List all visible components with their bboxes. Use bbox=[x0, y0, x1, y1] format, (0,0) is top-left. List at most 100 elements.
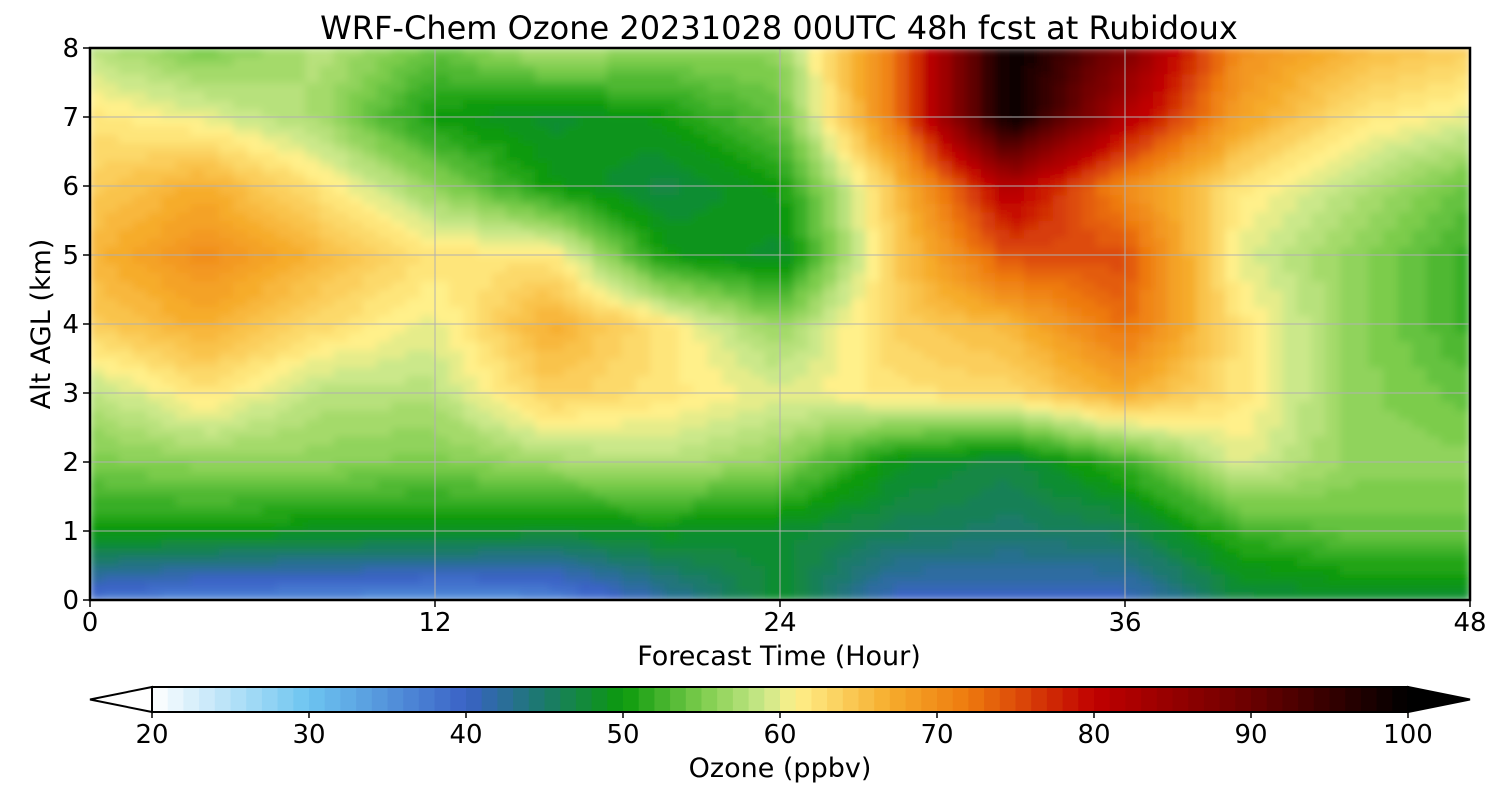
heatmap-cell bbox=[607, 565, 623, 575]
heatmap-cell bbox=[851, 487, 867, 497]
heatmap-cell bbox=[1009, 211, 1025, 221]
heatmap-cell bbox=[1052, 565, 1068, 575]
heatmap-cell bbox=[937, 176, 953, 187]
heatmap-cell bbox=[535, 349, 551, 359]
heatmap-cell bbox=[132, 323, 148, 334]
heatmap-cell bbox=[980, 56, 997, 66]
heatmap-cell bbox=[506, 470, 522, 480]
heatmap-cell bbox=[175, 82, 192, 92]
heatmap-cell bbox=[1110, 48, 1126, 58]
heatmap-cell bbox=[952, 297, 968, 308]
heatmap-cell bbox=[290, 151, 307, 161]
heatmap-cell bbox=[736, 409, 752, 420]
heatmap-cell bbox=[463, 280, 479, 290]
heatmap-cell bbox=[132, 133, 148, 144]
heatmap-cell bbox=[1067, 48, 1083, 58]
heatmap-cell bbox=[90, 56, 105, 66]
heatmap-cell bbox=[420, 478, 436, 489]
heatmap-cell bbox=[980, 539, 997, 549]
heatmap-cell bbox=[765, 176, 781, 187]
heatmap-cell bbox=[1067, 185, 1083, 196]
heatmap-cell bbox=[362, 176, 378, 187]
heatmap-cell bbox=[765, 418, 781, 428]
heatmap-cell bbox=[463, 444, 479, 454]
heatmap-cell bbox=[635, 280, 652, 290]
heatmap-cell bbox=[463, 358, 479, 368]
heatmap-cell bbox=[1081, 513, 1097, 523]
heatmap-cell bbox=[175, 254, 192, 265]
heatmap-cell bbox=[233, 366, 249, 377]
heatmap-cell bbox=[262, 107, 278, 118]
heatmap-cell bbox=[348, 228, 364, 239]
heatmap-cell bbox=[190, 496, 206, 506]
heatmap-cell bbox=[535, 487, 551, 497]
heatmap-cell bbox=[607, 48, 623, 58]
heatmap-cell bbox=[305, 340, 321, 351]
heatmap-cell bbox=[333, 418, 350, 428]
heatmap-cell bbox=[233, 220, 249, 230]
heatmap-cell bbox=[578, 133, 594, 144]
heatmap-cell bbox=[1182, 245, 1198, 256]
heatmap-cell bbox=[563, 151, 580, 161]
heatmap-cell bbox=[837, 228, 853, 239]
heatmap-cell bbox=[1095, 82, 1112, 92]
heatmap-cell bbox=[937, 487, 953, 497]
heatmap-cell bbox=[1153, 521, 1169, 532]
heatmap-cell bbox=[894, 521, 910, 532]
heatmap-cell bbox=[262, 392, 278, 403]
heatmap-cell bbox=[247, 582, 263, 592]
heatmap-cell bbox=[980, 340, 997, 351]
heatmap-cell bbox=[621, 590, 637, 600]
heatmap-cell bbox=[880, 133, 896, 144]
heatmap-cell bbox=[1052, 513, 1068, 523]
heatmap-cell bbox=[233, 263, 249, 273]
heatmap-cell bbox=[1153, 82, 1169, 92]
heatmap-cell bbox=[722, 133, 738, 144]
heatmap-cell bbox=[995, 496, 1011, 506]
heatmap-cell bbox=[218, 99, 235, 109]
heatmap-cell bbox=[650, 116, 666, 127]
heatmap-cell bbox=[118, 271, 134, 282]
heatmap-cell bbox=[1067, 159, 1083, 170]
heatmap-cell bbox=[520, 64, 537, 75]
heatmap-cell bbox=[621, 539, 637, 549]
heatmap-cell bbox=[190, 530, 206, 541]
heatmap-cell bbox=[103, 56, 120, 66]
heatmap-cell bbox=[319, 185, 335, 196]
heatmap-cell bbox=[1023, 237, 1040, 247]
heatmap-cell bbox=[578, 289, 594, 299]
heatmap-cell bbox=[722, 375, 738, 385]
heatmap-cell bbox=[1124, 228, 1140, 239]
heatmap-cell bbox=[535, 521, 551, 532]
heatmap-cell bbox=[448, 202, 465, 213]
heatmap-cell bbox=[995, 539, 1011, 549]
heatmap-cell bbox=[779, 254, 795, 265]
heatmap-cell bbox=[333, 228, 350, 239]
heatmap-cell bbox=[592, 254, 608, 265]
heatmap-cell bbox=[1124, 547, 1140, 558]
heatmap-cell bbox=[1081, 358, 1097, 368]
heatmap-cell bbox=[305, 323, 321, 334]
heatmap-cell bbox=[204, 56, 220, 66]
heatmap-cell bbox=[190, 582, 206, 592]
heatmap-cell bbox=[678, 478, 695, 489]
heatmap-cell bbox=[1009, 245, 1025, 256]
heatmap-cell bbox=[276, 427, 292, 437]
heatmap-cell bbox=[175, 151, 192, 161]
heatmap-cell bbox=[377, 254, 393, 265]
heatmap-cell bbox=[865, 383, 882, 394]
heatmap-cell bbox=[837, 125, 853, 135]
heatmap-cell bbox=[1095, 133, 1112, 144]
heatmap-cell bbox=[722, 202, 738, 213]
heatmap-cell bbox=[693, 64, 709, 75]
heatmap-cell bbox=[563, 64, 580, 75]
heatmap-cell bbox=[621, 383, 637, 394]
heatmap-cell bbox=[1009, 401, 1025, 411]
heatmap-cell bbox=[563, 211, 580, 221]
heatmap-cell bbox=[1167, 64, 1183, 75]
heatmap-cell bbox=[607, 487, 623, 497]
heatmap-cell bbox=[463, 194, 479, 204]
heatmap-cell bbox=[103, 521, 120, 532]
heatmap-cell bbox=[276, 185, 292, 196]
heatmap-cell bbox=[175, 383, 192, 394]
